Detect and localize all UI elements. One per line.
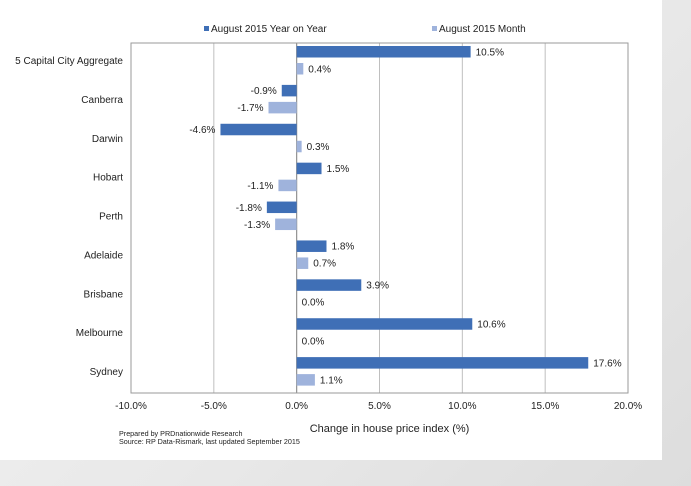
data-label: 10.5% [476, 47, 504, 58]
data-label: 0.0% [302, 298, 325, 309]
category-label: Perth [99, 212, 123, 223]
bar-month [296, 63, 304, 75]
bar-year-on-year [296, 46, 471, 58]
data-label: 1.5% [327, 164, 350, 175]
plot-frame [130, 42, 629, 394]
data-label: 17.6% [593, 358, 621, 369]
data-label: -1.3% [244, 220, 270, 231]
data-label: 0.4% [308, 64, 331, 75]
source-note: Source: RP Data-Rismark, last updated Se… [119, 437, 300, 446]
x-tick-label: -10.0% [115, 401, 147, 412]
data-label: -1.7% [237, 103, 263, 114]
x-tick-label: -5.0% [201, 401, 227, 412]
bar-year-on-year [220, 123, 297, 136]
legend-label: August 2015 Month [439, 24, 526, 35]
category-label: Adelaide [84, 250, 123, 261]
legend-swatch [204, 26, 209, 31]
x-tick-label: 0.0% [285, 401, 308, 412]
bar-month [268, 101, 297, 114]
data-label: -1.1% [247, 181, 273, 192]
bar-year-on-year [266, 201, 297, 214]
data-label: -4.6% [189, 125, 215, 136]
x-tick-label: 15.0% [531, 401, 559, 412]
bar-month [296, 140, 302, 153]
bar-year-on-year [296, 162, 322, 175]
data-label: 10.6% [477, 319, 505, 330]
category-label: Sydney [90, 367, 123, 378]
bar-year-on-year [281, 84, 297, 97]
bar-month [278, 179, 297, 192]
data-label: 1.8% [331, 242, 354, 253]
x-tick-label: 10.0% [448, 401, 476, 412]
category-label: 5 Capital City Aggregate [15, 56, 123, 67]
bar-year-on-year [296, 240, 327, 252]
bar-month [296, 374, 315, 386]
data-label: 0.7% [313, 259, 336, 270]
bar-year-on-year [296, 357, 589, 369]
bar-month [275, 218, 297, 231]
bar-month [296, 257, 309, 269]
data-label: 0.3% [307, 142, 330, 153]
x-axis-label: Change in house price index (%) [310, 423, 470, 435]
data-label: 0.0% [302, 336, 325, 347]
legend-label: August 2015 Year on Year [211, 24, 327, 35]
x-tick-label: 20.0% [614, 401, 642, 412]
category-label: Brisbane [84, 289, 124, 300]
data-label: -1.8% [236, 203, 262, 214]
data-label: 1.1% [320, 375, 343, 386]
chart-card [0, 0, 662, 460]
category-label: Canberra [81, 95, 123, 106]
data-label: 3.9% [366, 281, 389, 292]
category-label: Melbourne [76, 328, 124, 339]
legend-swatch [432, 26, 437, 31]
bar-year-on-year [296, 279, 362, 291]
prepared-by-note: Prepared by PRDnationwide Research [119, 429, 243, 438]
bar-year-on-year [296, 318, 473, 330]
x-tick-label: 5.0% [368, 401, 391, 412]
category-label: Hobart [93, 173, 123, 184]
category-label: Darwin [92, 134, 123, 145]
data-label: -0.9% [251, 86, 277, 97]
